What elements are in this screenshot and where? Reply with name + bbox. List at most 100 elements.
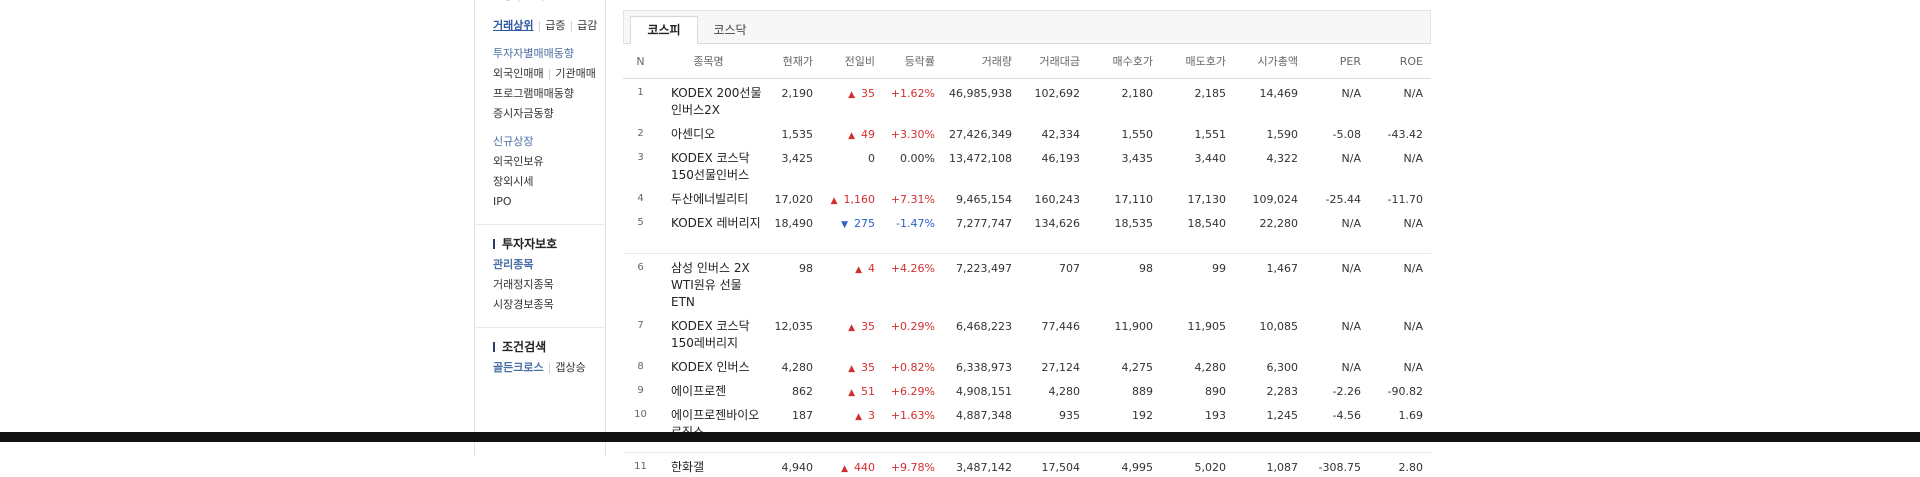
rate-cell: +1.62% — [883, 79, 943, 121]
stock-name-cell: 한화갤 — [657, 453, 767, 477]
stock-name-cell: 삼성 인버스 2X WTI원유 선물 ETN — [657, 254, 767, 313]
sidebar-item[interactable]: 프로그램매매동향 — [493, 87, 574, 100]
amount-cell: 46,193 — [1020, 144, 1088, 185]
rate-cell: 0.00% — [883, 144, 943, 185]
per-cell: -5.08 — [1306, 120, 1369, 144]
sidebar-row: 장외시세 — [493, 172, 587, 192]
price-cell: 1,535 — [767, 120, 821, 144]
arrow-up-icon: ▲ — [848, 364, 855, 374]
sidebar-item[interactable]: 신규상장 — [493, 135, 533, 148]
arrow-up-icon: ▲ — [848, 323, 855, 333]
column-header: 거래대금 — [1020, 44, 1088, 79]
column-header: ROE — [1369, 44, 1431, 79]
bid-cell: 1,550 — [1088, 120, 1161, 144]
market-tabs: 코스피 코스닥 — [623, 10, 1431, 44]
change-value: 440 — [854, 461, 875, 474]
cap-cell: 2,283 — [1234, 377, 1306, 401]
sidebar-item[interactable]: 거래상위 — [493, 19, 533, 32]
tab-kospi[interactable]: 코스피 — [630, 16, 698, 44]
stock-name-link[interactable]: 삼성 인버스 2X WTI원유 선물 ETN — [671, 261, 750, 309]
sidebar-item[interactable]: 증시자금동향 — [493, 107, 554, 120]
stock-name-link[interactable]: KODEX 200선물인버스2X — [671, 86, 762, 117]
stock-name-link[interactable]: 두산에너빌리티 — [671, 192, 748, 206]
stock-name-link[interactable]: KODEX 인버스 — [671, 360, 750, 374]
sidebar-item[interactable]: 기관매매 — [555, 67, 595, 80]
bid-cell: 17,110 — [1088, 185, 1161, 209]
volume-cell: 6,338,973 — [943, 353, 1020, 377]
stock-name-link[interactable]: KODEX 레버리지 — [671, 216, 761, 230]
change-cell: ▲51 — [821, 377, 883, 401]
stock-name-link[interactable]: 한화갤 — [671, 460, 704, 474]
sidebar-item-managed-stocks[interactable]: 관리종목 — [493, 258, 533, 271]
sidebar-item-golden-cross[interactable]: 골든크로스 — [493, 361, 544, 374]
sidebar-row: 투자자별매매동향 — [493, 44, 587, 64]
price-cell: 3,425 — [767, 144, 821, 185]
sidebar-item[interactable]: 외국인보유 — [493, 155, 544, 168]
sidebar-row: 신규상장 — [493, 132, 587, 152]
sidebar-item[interactable]: 외국인매매 — [493, 67, 544, 80]
rate-cell: +6.29% — [883, 377, 943, 401]
sidebar-item-gap-up[interactable]: 갭상승 — [555, 361, 585, 374]
change-cell: ▲35 — [821, 79, 883, 121]
per-cell: N/A — [1306, 209, 1369, 243]
change-cell: ▲ 35 — [821, 312, 883, 353]
amount-cell: 42,334 — [1020, 120, 1088, 144]
roe-cell: N/A — [1369, 144, 1431, 185]
per-cell: N/A — [1306, 353, 1369, 377]
volume-cell: 13,472,108 — [943, 144, 1020, 185]
change-cell: 0 — [821, 144, 883, 185]
column-header: 등락률 — [883, 44, 943, 79]
sidebar-item[interactable]: 급락 — [525, 0, 545, 2]
sidebar-item[interactable]: 투자자별매매동향 — [493, 47, 574, 60]
sidebar-item-suspended-stocks[interactable]: 거래정지종목 — [493, 278, 554, 291]
sidebar-item[interactable]: 급등 — [493, 0, 513, 2]
change-cell: ▲35 — [821, 353, 883, 377]
sidebar-item-market-alert-stocks[interactable]: 시장경보종목 — [493, 298, 554, 311]
ask-cell: 2,185 — [1161, 79, 1234, 121]
roe-cell: N/A — [1369, 254, 1431, 313]
per-cell: -25.44 — [1306, 185, 1369, 209]
sidebar-item[interactable]: 급증 — [545, 19, 565, 32]
sidebar-item[interactable]: IPO — [493, 195, 512, 208]
cap-cell: 10,085 — [1234, 312, 1306, 353]
sidebar-row: 프로그램매매동향 — [493, 84, 587, 104]
column-header: 매도호가 — [1161, 44, 1234, 79]
row-number: 2 — [623, 120, 657, 144]
price-cell: 862 — [767, 377, 821, 401]
cap-cell: 6,300 — [1234, 353, 1306, 377]
row-group-divider — [623, 243, 1431, 254]
sidebar-section-title: 투자자보호 — [493, 233, 587, 255]
amount-cell: 160,243 — [1020, 185, 1088, 209]
tab-kosdaq[interactable]: 코스닥 — [700, 17, 760, 43]
row-number: 11 — [623, 453, 657, 477]
sidebar-item[interactable]: 장외시세 — [493, 175, 533, 188]
stock-name-link[interactable]: KODEX 코스닥150레버리지 — [671, 319, 750, 350]
amount-cell: 134,626 — [1020, 209, 1088, 243]
sidebar-row: IPO — [493, 192, 587, 212]
rate-cell: -1.47% — [883, 209, 943, 243]
sidebar-row: 외국인보유 — [493, 152, 587, 172]
ask-cell: 99 — [1161, 254, 1234, 313]
per-cell: N/A — [1306, 79, 1369, 121]
ask-cell: 890 — [1161, 377, 1234, 401]
roe-cell: -90.82 — [1369, 377, 1431, 401]
row-number: 1 — [623, 79, 657, 121]
cap-cell: 1,590 — [1234, 120, 1306, 144]
stock-name-link[interactable]: 에이프로젠 — [671, 384, 726, 398]
column-header: 종목명 — [657, 44, 767, 79]
roe-cell: N/A — [1369, 79, 1431, 121]
change-cell: ▲440 — [821, 453, 883, 477]
section-bar-icon — [493, 239, 495, 249]
stock-name-link[interactable]: 아센디오 — [671, 127, 715, 141]
price-cell: 18,490 — [767, 209, 821, 243]
row-group-divider — [623, 442, 1431, 453]
bid-cell: 98 — [1088, 254, 1161, 313]
sidebar-item[interactable]: 급감 — [577, 19, 597, 32]
stock-name-link[interactable]: KODEX 코스닥150선물인버스 — [671, 151, 750, 182]
column-header: 거래량 — [943, 44, 1020, 79]
change-value: 35 — [861, 320, 875, 333]
